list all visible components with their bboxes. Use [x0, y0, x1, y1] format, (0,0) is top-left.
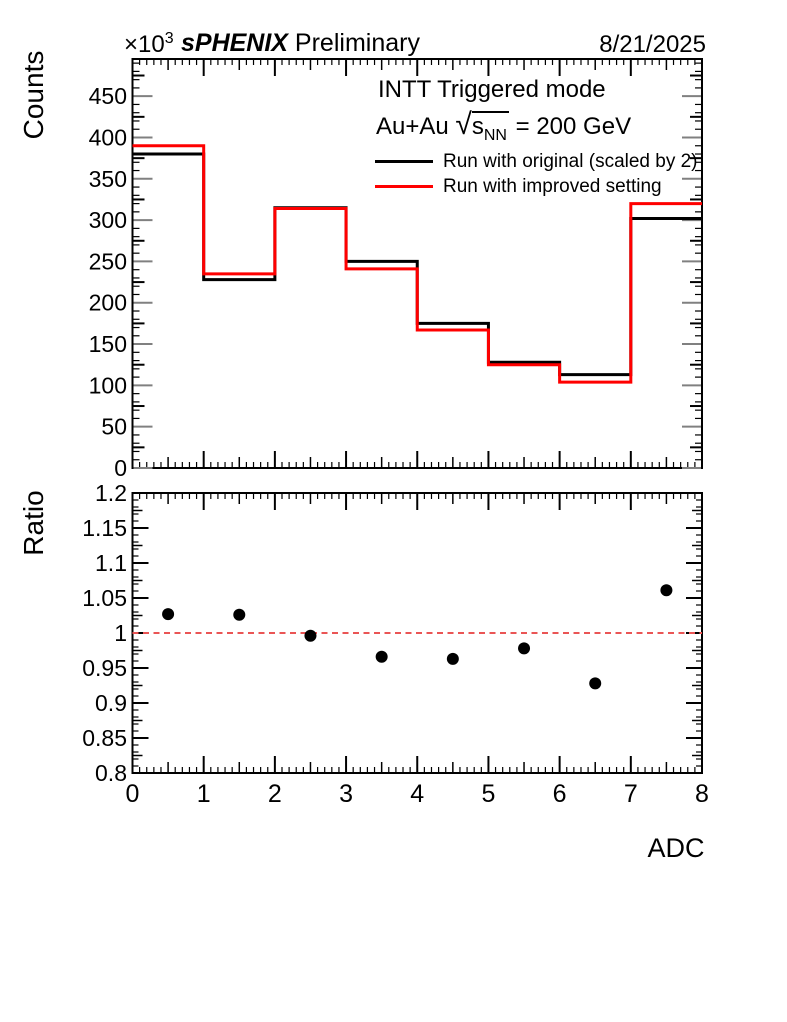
legend-line-improved: [375, 185, 433, 188]
y-tick-label-top: 150: [89, 331, 127, 357]
annotation-trigger-mode: INTT Triggered mode: [378, 76, 606, 103]
y-tick-label-top: 0: [114, 455, 127, 481]
y-tick-label-top: 200: [89, 290, 127, 316]
legend-line-original: [375, 160, 433, 163]
ratio-point: [233, 608, 246, 621]
axis-multiplier-exponent: 3: [164, 30, 174, 47]
legend-label-improved: Run with improved setting: [443, 175, 662, 197]
experiment-title: sPHENIX Preliminary: [181, 29, 420, 58]
sqrt-icon: √: [455, 108, 472, 141]
plot-frame: [131, 58, 703, 469]
x-axis-title: ADC: [647, 833, 705, 863]
x-tick-label: 0: [126, 780, 140, 808]
y-tick-label-top: 50: [101, 414, 127, 440]
x-tick-label: 6: [553, 780, 567, 808]
y-axis-title-ratio: Ratio: [18, 490, 49, 556]
y-tick-label-bottom: 0.85: [82, 725, 127, 751]
legend-entry-original: Run with original (scaled by 2): [375, 149, 698, 174]
y-tick-label-bottom: 0.9: [95, 690, 127, 716]
x-tick-label: 1: [197, 780, 211, 808]
y-tick-label-bottom: 1.2: [95, 480, 127, 506]
x-tick-label: 2: [268, 780, 282, 808]
annotation-energy: Au+Au √sNN = 200 GeV: [376, 108, 632, 144]
y-tick-label-bottom: 1: [114, 620, 127, 646]
y-tick-label-top: 100: [89, 372, 127, 398]
x-tick-label: 3: [339, 780, 353, 808]
ratio-point: [589, 677, 602, 690]
legend: Run with original (scaled by 2) Run with…: [375, 149, 698, 199]
histogram-improved: [132, 144, 702, 384]
legend-label-original: Run with original (scaled by 2): [443, 150, 698, 172]
ratio-point: [375, 650, 388, 663]
y-tick-label-top: 300: [89, 207, 127, 233]
y-tick-label-bottom: 1.15: [82, 515, 127, 541]
ratio-point: [162, 608, 175, 621]
y-tick-label-bottom: 0.95: [82, 655, 127, 681]
x-tick-label: 4: [410, 780, 424, 808]
y-tick-label-top: 400: [89, 124, 127, 150]
ratio-point: [660, 584, 673, 597]
experiment-name: sPHENIX: [181, 29, 288, 57]
y-tick-label-top: 250: [89, 248, 127, 274]
y-tick-label-bottom: 1.1: [95, 550, 127, 576]
x-tick-label: 5: [481, 780, 495, 808]
ratio-point: [518, 642, 531, 655]
legend-entry-improved: Run with improved setting: [375, 174, 698, 199]
y-tick-label-top: 450: [89, 83, 127, 109]
x-tick-label: 7: [624, 780, 638, 808]
preliminary-label: Preliminary: [287, 29, 420, 57]
y-axis-title-counts: Counts: [18, 50, 49, 140]
ratio-point: [446, 652, 459, 665]
ratio-point: [304, 629, 317, 642]
date-label: 8/21/2025: [599, 31, 706, 58]
y-tick-label-bottom: 0.8: [95, 760, 127, 786]
y-tick-label-top: 350: [89, 166, 127, 192]
y-tick-label-bottom: 1.05: [82, 585, 127, 611]
axis-multiplier: ×103: [124, 30, 174, 58]
x-tick-label: 8: [695, 780, 709, 808]
